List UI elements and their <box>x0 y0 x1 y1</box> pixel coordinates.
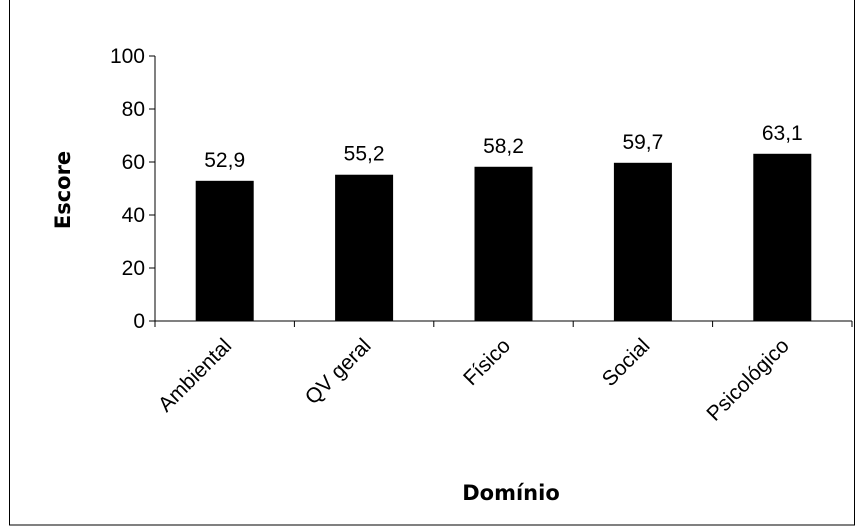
data-label: 52,9 <box>204 149 245 172</box>
y-tick-label: 0 <box>133 310 145 333</box>
data-label: 55,2 <box>344 143 385 166</box>
bar <box>613 162 672 321</box>
bar <box>474 166 533 321</box>
bar <box>195 180 254 321</box>
bars-group <box>195 153 812 321</box>
y-tick-label: 100 <box>110 45 145 68</box>
x-axis-title: Domínio <box>462 481 560 505</box>
data-label: 59,7 <box>622 131 663 154</box>
y-axis-title: Escore <box>51 151 75 229</box>
y-tick-label: 80 <box>122 98 145 121</box>
data-label: 63,1 <box>762 122 803 145</box>
y-tick-label: 60 <box>122 151 145 174</box>
data-labels-group: 52,9 55,2 58,2 59,7 63,1 <box>204 122 802 172</box>
data-label: 58,2 <box>483 135 524 158</box>
y-axis: 0 20 40 60 80 100 <box>110 45 156 333</box>
bar <box>335 174 394 321</box>
y-tick-label: 40 <box>122 204 145 227</box>
y-tick-label: 20 <box>122 257 145 280</box>
chart-border <box>9 0 855 526</box>
bar <box>753 153 812 321</box>
